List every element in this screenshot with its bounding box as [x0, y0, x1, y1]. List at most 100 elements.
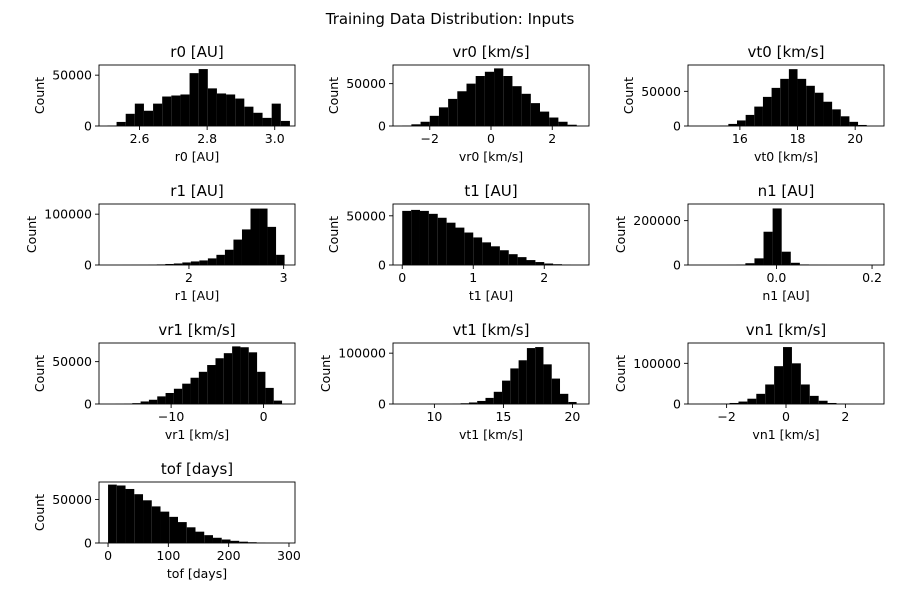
x-axis-label: vn1 [km/s]	[752, 427, 819, 442]
histogram-bar	[140, 401, 149, 404]
histogram-bar	[151, 506, 161, 543]
histogram-bar	[207, 365, 216, 404]
x-tick-label: 15	[495, 409, 511, 424]
histogram-bar	[771, 87, 781, 127]
histogram-bar	[814, 92, 824, 126]
histogram-bar	[482, 242, 491, 265]
histogram-bar	[173, 263, 183, 265]
histogram-bar	[791, 363, 801, 404]
y-tick-label: 50000	[346, 208, 386, 223]
histogram-bar	[437, 217, 447, 265]
histogram-bar	[438, 107, 449, 126]
y-axis-label: Count	[613, 216, 628, 253]
histogram-bar	[190, 377, 199, 404]
histogram-bar	[754, 258, 764, 265]
subplot-title: vt1 [km/s]	[453, 321, 530, 339]
y-tick-label: 100000	[44, 207, 92, 222]
histogram-bar	[190, 261, 200, 265]
histogram-bar	[738, 401, 748, 404]
histogram-bar	[549, 117, 559, 126]
x-tick-label: 200	[217, 548, 241, 563]
histogram-bar	[169, 516, 178, 543]
y-axis-label: Count	[32, 494, 47, 531]
axes-frame	[687, 203, 885, 266]
y-tick-label: 50000	[641, 84, 681, 99]
histogram-bar	[783, 347, 792, 404]
histogram-bar	[216, 254, 225, 265]
x-tick-label: 10	[426, 409, 442, 424]
histogram-bar	[491, 246, 500, 265]
histogram-bar	[535, 347, 544, 404]
histogram-bar	[475, 76, 485, 126]
x-tick-label: −10	[158, 409, 184, 424]
y-axis-label: Count	[326, 77, 341, 114]
histogram-bar	[526, 348, 536, 404]
histogram-bar	[428, 213, 438, 265]
histogram-bar	[262, 117, 272, 126]
histogram-bar	[232, 346, 241, 404]
histogram-bar	[567, 124, 577, 126]
histogram-bar	[160, 511, 170, 543]
x-axis-label: vr0 [km/s]	[459, 149, 523, 164]
x-tick-label: 2.6	[130, 131, 150, 146]
histogram-bar	[526, 260, 536, 265]
histogram-bar	[849, 121, 859, 126]
x-axis-label: n1 [AU]	[762, 288, 809, 303]
x-tick-label: 0	[398, 270, 406, 285]
y-axis-label: Count	[326, 216, 341, 253]
y-tick-label: 100000	[338, 346, 386, 361]
histogram-bar	[858, 124, 867, 126]
y-tick-label: 200000	[633, 213, 681, 228]
x-tick-label: 300	[277, 548, 301, 563]
subplot-5: 0 1 2 0 50000 t1 [AU] t1 [AU] Count	[326, 182, 590, 303]
x-tick-label: 0	[104, 548, 112, 563]
histogram-bar	[781, 251, 791, 265]
subplot-title: t1 [AU]	[464, 182, 517, 200]
y-tick-label: 50000	[52, 68, 92, 83]
histogram-bar	[763, 231, 773, 265]
y-tick-label: 0	[673, 258, 681, 273]
x-tick-label: 0.0	[766, 270, 786, 285]
histogram-bar	[503, 76, 513, 126]
x-tick-label: 0	[487, 131, 495, 146]
histogram-bar	[762, 96, 772, 126]
histogram-bar	[765, 384, 775, 404]
histogram-bar	[543, 364, 552, 404]
histogram-bar	[276, 254, 285, 265]
y-axis-label: Count	[318, 355, 333, 392]
histogram-bar	[233, 239, 242, 265]
histogram-bar	[455, 227, 465, 265]
histogram-bar	[827, 402, 837, 404]
histogram-bar	[788, 69, 798, 126]
histogram-bar	[125, 488, 135, 543]
subplot-title: r0 [AU]	[170, 43, 223, 61]
histogram-bar	[411, 124, 421, 126]
histogram-bar	[728, 123, 737, 126]
histogram-bar	[198, 371, 208, 404]
x-axis-label: vt0 [km/s]	[754, 149, 818, 164]
y-tick-label: 0	[378, 258, 386, 273]
histogram-bar	[257, 371, 266, 404]
axes-frame	[98, 203, 296, 266]
subplot-1: 2.6 2.8 3.0 0 50000 r0 [AU] r0 [AU] Count	[32, 43, 296, 164]
histogram-bar	[508, 254, 518, 265]
histogram-bar	[250, 208, 260, 265]
y-tick-label: 50000	[346, 76, 386, 91]
x-axis-label: vr1 [km/s]	[165, 427, 229, 442]
x-tick-label: −2	[421, 131, 439, 146]
histogram-bar	[823, 101, 833, 126]
histogram-bar	[747, 398, 757, 404]
histogram-bar	[143, 500, 152, 543]
histogram-bar	[223, 353, 233, 404]
y-tick-label: 50000	[52, 354, 92, 369]
subplot-7: −10 0 0 50000 vr1 [km/s] vr1 [km/s] Count	[32, 321, 296, 442]
subplot-2: −2 0 2 0 50000 vr0 [km/s] vr0 [km/s] Count	[326, 43, 590, 164]
histogram-bar	[464, 232, 474, 265]
histogram-bar	[518, 360, 527, 404]
histogram-bar	[560, 393, 569, 404]
histogram-bar	[493, 391, 503, 404]
histogram-bar	[171, 95, 181, 126]
histogram-bar	[809, 395, 819, 404]
histogram-bar	[199, 260, 208, 265]
histogram-bar	[568, 401, 577, 404]
